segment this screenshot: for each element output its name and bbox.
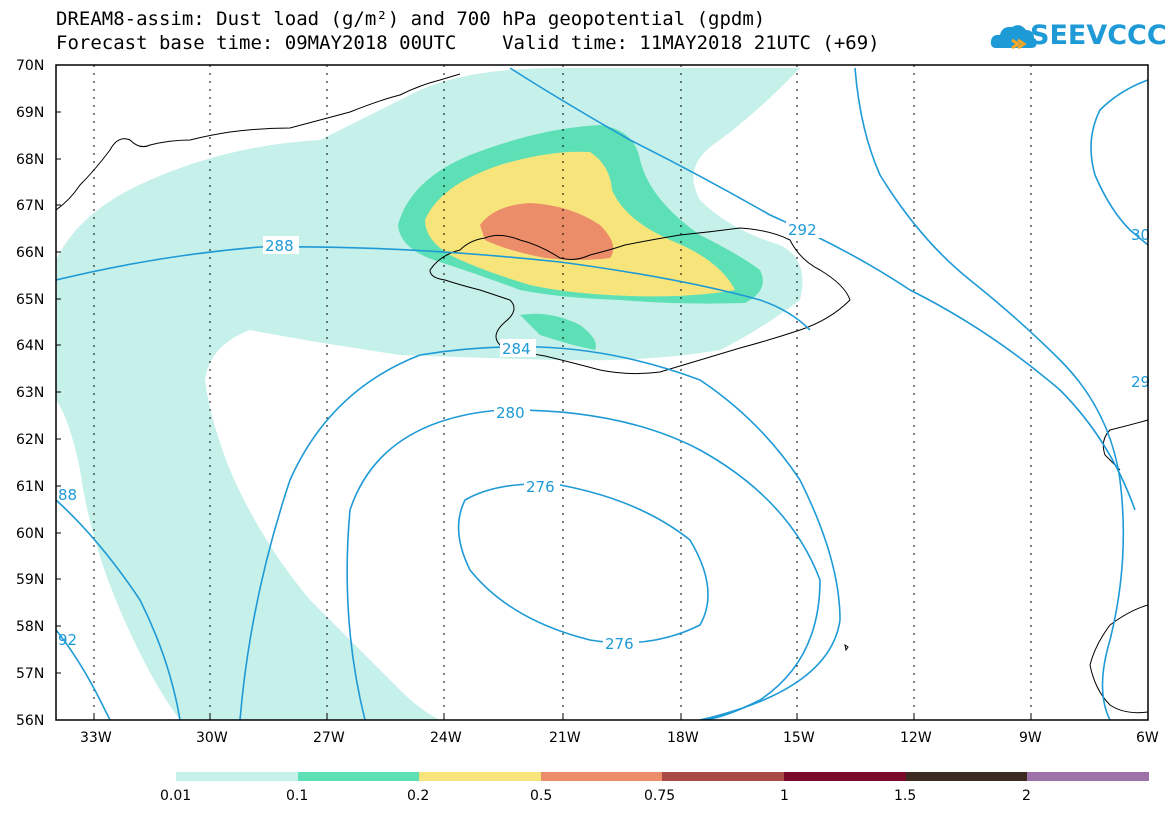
norway-coastline	[1102, 419, 1148, 471]
contour-288-line	[56, 245, 811, 331]
lon-label: 30W	[196, 730, 228, 746]
colorbar-label: 0.5	[530, 788, 552, 804]
contour-label-276-south: 276	[605, 635, 634, 653]
lat-label: 66N	[16, 245, 44, 261]
lon-label: 24W	[430, 730, 462, 746]
contour-label-276: 276	[526, 478, 555, 496]
contour-east-1	[854, 67, 1125, 720]
lat-label: 57N	[16, 666, 44, 682]
latitude-axis: 70N 69N 68N 67N 66N 65N 64N 63N 62N 61N …	[16, 58, 61, 729]
lon-label: 9W	[1019, 730, 1042, 746]
contour-292-line	[509, 67, 1136, 511]
colorbar-swatch-6	[906, 772, 1027, 781]
dust-level-0.1-patch	[520, 313, 596, 350]
colorbar-label: 0.01	[160, 788, 191, 804]
iceland-coastline	[429, 227, 851, 375]
contour-label-284: 284	[502, 340, 531, 358]
colorbar: 0.01 0.1 0.2 0.5 0.75 1 1.5 2	[160, 772, 1149, 804]
contour-label-92: 92	[58, 631, 77, 649]
lon-label: 21W	[549, 730, 581, 746]
contour-west-bottom	[56, 629, 111, 720]
colorbar-label: 1	[780, 788, 789, 804]
lon-label: 18W	[667, 730, 699, 746]
lat-label: 70N	[16, 58, 44, 74]
lon-label: 27W	[313, 730, 345, 746]
lat-label: 61N	[16, 479, 44, 495]
contour-label-288: 288	[265, 237, 294, 255]
colorbar-swatch-7	[1027, 772, 1149, 781]
coastlines	[56, 73, 1148, 714]
logo-text: SEEVCCC	[1030, 20, 1167, 51]
scotland-coastline	[1089, 604, 1148, 714]
lat-label: 63N	[16, 385, 44, 401]
graticule	[93, 65, 1032, 720]
lon-label: 15W	[783, 730, 815, 746]
faroe-coastline	[844, 643, 849, 652]
lat-label: 67N	[16, 198, 44, 214]
contour-label-30: 30	[1131, 226, 1150, 244]
contour-276-line	[457, 483, 709, 644]
contour-label-88: 88	[58, 486, 77, 504]
longitude-axis: 33W 30W 27W 24W 21W 18W 15W 12W 9W 6W	[80, 715, 1159, 746]
lat-label: 56N	[16, 713, 44, 729]
dust-clear-area	[56, 400, 180, 720]
colorbar-swatch-0	[176, 772, 298, 781]
colorbar-swatch-3	[541, 772, 662, 781]
lon-label: 33W	[80, 730, 112, 746]
contour-280-line	[346, 409, 821, 720]
colorbar-label: 1.5	[894, 788, 916, 804]
contour-284-line	[239, 345, 841, 720]
lat-label: 69N	[16, 105, 44, 121]
lon-label: 6W	[1136, 730, 1159, 746]
lon-label: 12W	[900, 730, 932, 746]
lat-label: 60N	[16, 526, 44, 542]
contour-west-lower	[56, 499, 181, 720]
colorbar-label: 0.75	[644, 788, 675, 804]
cloud-logo-icon	[990, 25, 1037, 50]
colorbar-label: 0.2	[407, 788, 429, 804]
colorbar-swatch-1	[298, 772, 419, 781]
greenland-coastline	[56, 73, 461, 211]
colorbar-swatch-4	[662, 772, 784, 781]
lat-label: 65N	[16, 292, 44, 308]
lat-label: 58N	[16, 619, 44, 635]
geopotential-contours	[56, 67, 1148, 720]
dust-shading	[56, 68, 803, 720]
colorbar-label: 0.1	[286, 788, 308, 804]
map-title: DREAM8-assim: Dust load (g/m²) and 700 h…	[56, 8, 766, 30]
lat-label: 62N	[16, 432, 44, 448]
lat-label: 59N	[16, 572, 44, 588]
colorbar-swatch-2	[419, 772, 541, 781]
colorbar-label: 2	[1022, 788, 1031, 804]
map-subtitle: Forecast base time: 09MAY2018 00UTC Vali…	[56, 32, 880, 54]
contour-label-280: 280	[496, 404, 525, 422]
lat-label: 64N	[16, 338, 44, 354]
contour-east-2	[1090, 79, 1148, 246]
contour-label-292: 292	[788, 221, 817, 239]
dust-level-0.5	[480, 203, 614, 260]
colorbar-swatch-5	[784, 772, 906, 781]
contour-labels: 288 292 284 280 276 276 88 92 30 29	[58, 220, 1150, 653]
lat-label: 68N	[16, 152, 44, 168]
contour-label-29: 29	[1131, 373, 1150, 391]
